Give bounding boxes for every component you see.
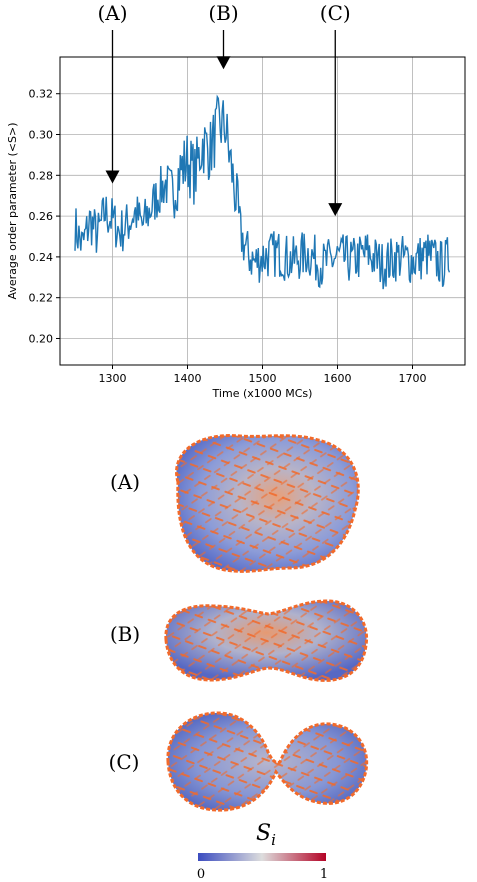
y-tick-label: 0.32 [29,88,54,101]
x-tick-label: 1400 [174,372,202,385]
x-tick-label: 1500 [249,372,277,385]
event-markers: (A) (B) (C) [97,1,351,217]
vesicle-shape-a [175,434,360,573]
marker-arrowhead [328,203,343,217]
marker-arrowhead [216,56,231,70]
y-tick-label: 0.26 [29,210,54,223]
shape-label-b: (B) [110,622,140,646]
colorbar-title: Si [256,821,276,849]
marker-arrowhead [105,170,120,184]
vesicle-shape-b [164,599,369,682]
series-line [74,94,451,290]
shape-label-a: (A) [110,470,140,494]
x-tick-label: 1600 [324,372,352,385]
marker-label: (C) [320,1,351,25]
vesicle-shape-c [166,711,369,812]
y-tick-label: 0.22 [29,292,54,305]
x-tick-label: 1700 [399,372,427,385]
grid-lines [60,57,465,365]
y-tick-label: 0.24 [29,251,54,264]
marker-label: (A) [97,1,127,25]
y-tick-label: 0.28 [29,169,54,182]
colorbar-min-label: 0 [197,867,205,882]
colorbar: Si 0 1 [197,821,328,882]
y-axis-label: Average order parameter (<S>) [6,122,19,299]
y-tick-label: 0.30 [29,129,54,142]
x-axis-label: Time (x1000 MCs) [212,387,313,400]
line-chart: 1300 1400 1500 1600 1700 0.20 0.22 0.24 0.26 0.28… [6,1,466,400]
colorbar-gradient [198,853,326,861]
y-tick-label: 0.20 [29,332,54,345]
shape-label-c: (C) [109,750,140,774]
marker-label: (B) [208,1,238,25]
colorbar-max-label: 1 [320,867,328,882]
x-tick-label: 1300 [99,372,127,385]
axis-ticks: 1300 1400 1500 1600 1700 0.20 0.22 0.24 0.26 0.28… [29,88,427,385]
